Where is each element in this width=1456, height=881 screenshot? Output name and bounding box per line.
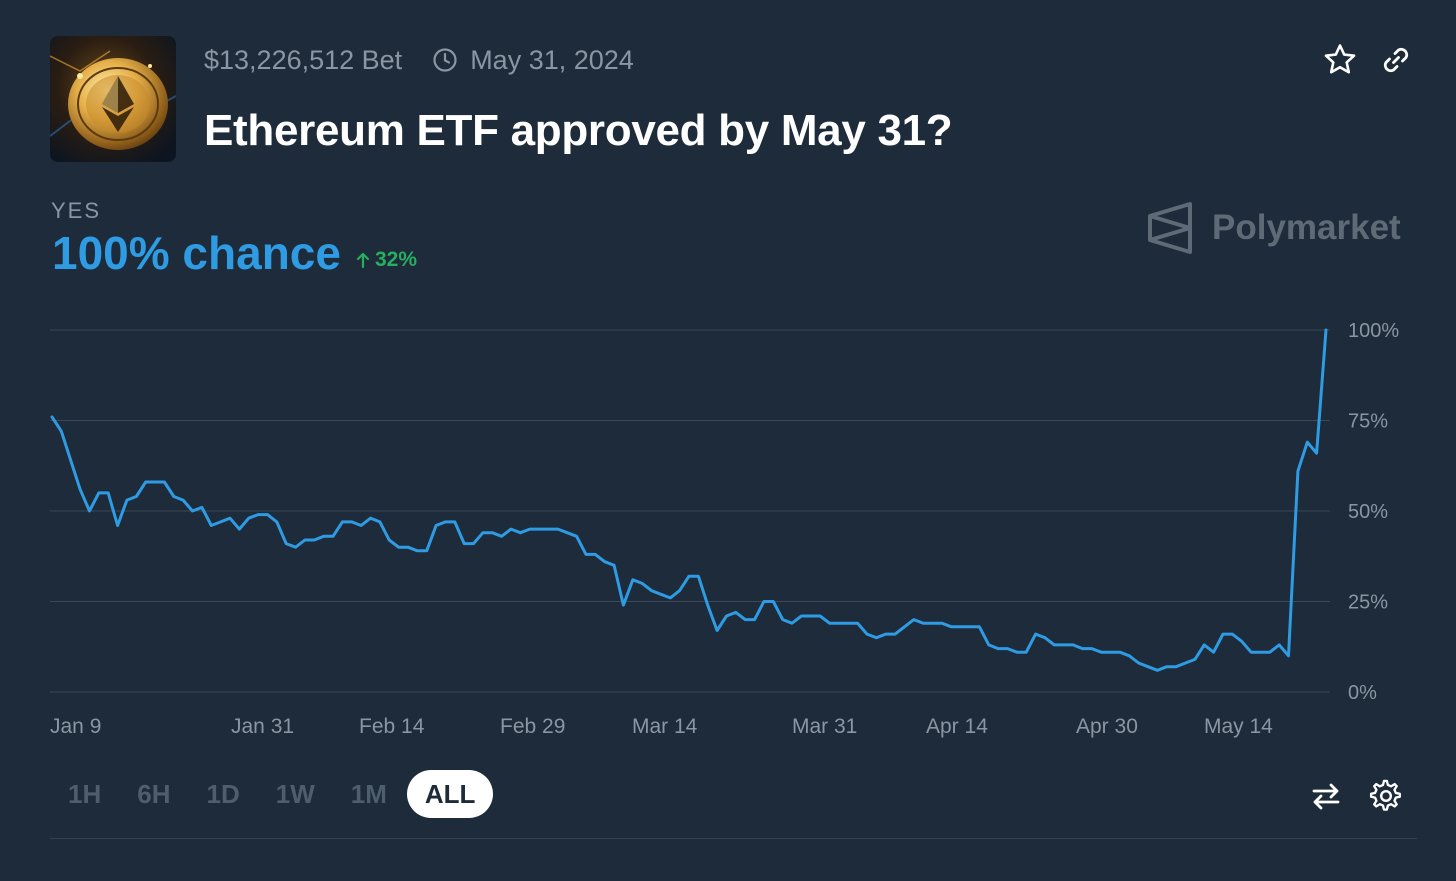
link-icon[interactable]: [1376, 40, 1416, 80]
chart-tools: [1306, 776, 1406, 816]
market-title: Ethereum ETF approved by May 31?: [204, 106, 953, 155]
range-all-button[interactable]: ALL: [406, 770, 494, 818]
chance-change: 32%: [355, 248, 417, 272]
swap-arrows-icon[interactable]: [1306, 776, 1346, 816]
clock-icon: [432, 47, 458, 73]
divider: [50, 838, 1417, 839]
volume-text: $13,226,512 Bet: [204, 44, 403, 75]
x-tick-label: Feb 14: [359, 715, 425, 738]
range-1w-button[interactable]: 1W: [275, 779, 315, 809]
market-meta: $13,226,512 Bet May 31, 2024: [204, 42, 634, 78]
y-tick-label: 25%: [1348, 592, 1388, 614]
polymarket-watermark: Polymarket: [1146, 200, 1401, 256]
chance-change-value: 32%: [374, 248, 417, 271]
x-tick-label: Mar 14: [632, 715, 698, 738]
star-icon[interactable]: [1320, 40, 1360, 80]
range-1d-button[interactable]: 1D: [206, 779, 240, 809]
x-tick-label: Apr 14: [926, 715, 988, 738]
y-tick-label: 50%: [1348, 501, 1388, 523]
x-tick-label: Jan 9: [50, 715, 101, 738]
x-tick-label: Apr 30: [1076, 715, 1138, 738]
arrow-up-icon: [356, 252, 370, 269]
market-thumbnail: [50, 36, 176, 162]
range-1h-button[interactable]: 1H: [68, 779, 102, 809]
chance-value: 100% chance: [52, 227, 341, 279]
x-tick-label: Jan 31: [231, 715, 294, 738]
polymarket-logo-icon: [1148, 202, 1192, 254]
x-tick-label: May 14: [1204, 715, 1273, 738]
ethereum-coin-image: [50, 36, 176, 162]
chance-display: 100% chance 32%: [52, 226, 417, 280]
range-6h-button[interactable]: 6H: [137, 779, 171, 809]
range-1m-button[interactable]: 1M: [350, 779, 387, 809]
market-actions: [1320, 40, 1416, 80]
x-tick-label: Feb 29: [500, 715, 565, 738]
end-date-text: May 31, 2024: [470, 44, 634, 75]
time-range-selector: 1H 6H 1D 1W 1M ALL: [50, 770, 494, 818]
y-tick-label: 100%: [1348, 320, 1399, 342]
outcome-label: YES: [51, 198, 102, 223]
x-tick-label: Mar 31: [792, 715, 857, 738]
brand-name: Polymarket: [1212, 208, 1401, 247]
yes-price-line: [50, 328, 1328, 672]
y-tick-label: 0%: [1348, 682, 1377, 704]
y-tick-label: 75%: [1348, 411, 1388, 433]
gear-icon[interactable]: [1366, 776, 1406, 816]
